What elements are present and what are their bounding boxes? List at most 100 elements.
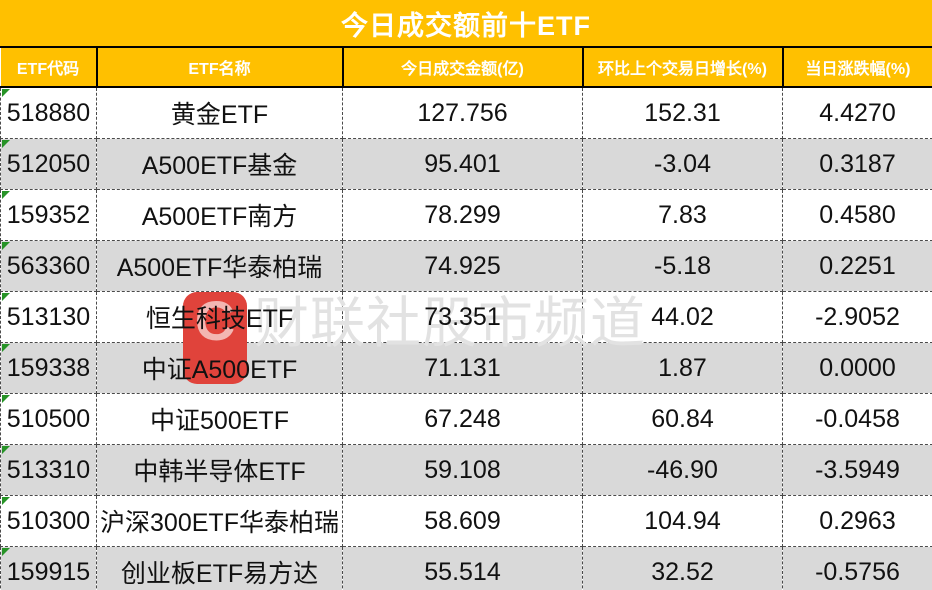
etf-code: 510300	[6, 506, 91, 535]
growth-cell: -3.04	[582, 138, 783, 190]
etf-name-cell: A500ETF华泰柏瑞	[96, 240, 343, 292]
turnover-value: 73.351	[424, 302, 501, 331]
etf-name: 沪深300ETF华泰柏瑞	[100, 509, 339, 537]
growth-cell: 32.52	[582, 546, 783, 590]
growth-value: 1.87	[658, 353, 707, 382]
etf-code-cell: 512050	[0, 138, 97, 190]
growth-cell: 104.94	[582, 495, 783, 547]
table-row: 159352 A500ETF南方 78.299 7.83 0.4580	[0, 189, 932, 241]
growth-value: -46.90	[647, 455, 718, 484]
turnover-value: 55.514	[424, 557, 501, 586]
cailian-press-logo-icon: C	[183, 292, 247, 384]
etf-code-cell: 510500	[0, 393, 97, 445]
etf-name-cell: A500ETF基金	[96, 138, 343, 190]
growth-cell: -5.18	[582, 240, 783, 292]
change-value: 0.2963	[819, 506, 896, 535]
table-row: 510500 中证500ETF 67.248 60.84 -0.0458	[0, 393, 932, 445]
growth-value: -3.04	[654, 149, 711, 178]
change-cell: -3.5949	[782, 444, 932, 496]
col-header-turnover: 今日成交金额(亿)	[341, 48, 583, 88]
table-row: 563360 A500ETF华泰柏瑞 74.925 -5.18 0.2251	[0, 240, 932, 292]
change-cell: 0.2251	[782, 240, 932, 292]
col-header-growth: 环比上个交易日增长(%)	[581, 48, 783, 88]
turnover-value: 127.756	[417, 98, 508, 127]
growth-cell: 7.83	[582, 189, 783, 241]
table-row: 518880 黄金ETF 127.756 152.31 4.4270	[0, 86, 932, 139]
table-row: 510300 沪深300ETF华泰柏瑞 58.609 104.94 0.2963	[0, 495, 932, 547]
growth-cell: -46.90	[582, 444, 783, 496]
etf-code-cell: 159338	[0, 342, 97, 394]
growth-value: 32.52	[651, 557, 714, 586]
etf-name: 中证A500ETF	[141, 356, 298, 384]
table-row: 159915 创业板ETF易方达 55.514 32.52 -0.5756	[0, 546, 932, 590]
table-row: 159338 中证A500ETF 71.131 1.87 0.0000	[0, 342, 932, 394]
etf-code: 510500	[6, 404, 91, 433]
etf-name: A500ETF基金	[141, 152, 298, 180]
etf-code: 513130	[6, 302, 91, 331]
etf-table: ETF代码 ETF名称 今日成交金额(亿) 环比上个交易日增长(%) 当日涨跌幅…	[0, 48, 932, 590]
col-header-etf-name: ETF名称	[95, 48, 343, 88]
etf-code: 518880	[6, 98, 91, 127]
page-title: 今日成交额前十ETF	[0, 0, 932, 48]
growth-cell: 44.02	[582, 291, 783, 343]
change-value: -0.5756	[815, 557, 900, 586]
etf-code: 512050	[6, 149, 91, 178]
change-cell: -0.5756	[782, 546, 932, 590]
etf-code-cell: 513310	[0, 444, 97, 496]
growth-cell: 1.87	[582, 342, 783, 394]
etf-code-cell: 159352	[0, 189, 97, 241]
turnover-cell: 74.925	[342, 240, 583, 292]
turnover-cell: 58.609	[342, 495, 583, 547]
table-row: 512050 A500ETF基金 95.401 -3.04 0.3187	[0, 138, 932, 190]
etf-name: 中韩半导体ETF	[133, 458, 306, 486]
turnover-cell: 55.514	[342, 546, 583, 590]
growth-cell: 60.84	[582, 393, 783, 445]
etf-name-cell: A500ETF南方	[96, 189, 343, 241]
turnover-value: 59.108	[424, 455, 501, 484]
change-value: 0.0000	[819, 353, 896, 382]
logo-letter: C	[194, 289, 236, 352]
turnover-cell: 67.248	[342, 393, 583, 445]
change-value: -2.9052	[815, 302, 900, 331]
change-value: -0.0458	[815, 404, 900, 433]
etf-name: 创业板ETF易方达	[120, 560, 319, 588]
etf-name-cell: 创业板ETF易方达	[96, 546, 343, 590]
etf-name-cell: 中韩半导体ETF	[96, 444, 343, 496]
etf-code: 159915	[6, 557, 91, 586]
etf-name-cell: 沪深300ETF华泰柏瑞	[96, 495, 343, 547]
change-cell: -0.0458	[782, 393, 932, 445]
turnover-cell: 59.108	[342, 444, 583, 496]
etf-code-cell: 563360	[0, 240, 97, 292]
change-value: -3.5949	[815, 455, 900, 484]
growth-value: 7.83	[658, 200, 707, 229]
turnover-value: 71.131	[424, 353, 501, 382]
etf-code: 159338	[6, 353, 91, 382]
etf-code-cell: 510300	[0, 495, 97, 547]
watermark-text: 财联社股市频道	[254, 292, 647, 354]
etf-name-cell: 中证500ETF	[96, 393, 343, 445]
etf-code: 159352	[6, 200, 91, 229]
etf-name: 恒生科技ETF	[145, 305, 294, 333]
growth-value: -5.18	[654, 251, 711, 280]
etf-name: A500ETF华泰柏瑞	[116, 254, 323, 282]
etf-name-cell: 黄金ETF	[96, 86, 343, 139]
growth-cell: 152.31	[582, 86, 783, 139]
turnover-cell: 78.299	[342, 189, 583, 241]
col-header-change: 当日涨跌幅(%)	[781, 48, 932, 88]
etf-code-cell: 518880	[0, 86, 97, 139]
change-cell: 4.4270	[782, 86, 932, 139]
etf-name: 中证500ETF	[150, 407, 289, 435]
growth-value: 60.84	[651, 404, 714, 433]
turnover-cell: 127.756	[342, 86, 583, 139]
etf-code-cell: 159915	[0, 546, 97, 590]
col-header-etf-code: ETF代码	[0, 48, 97, 88]
etf-name: 黄金ETF	[170, 101, 269, 129]
change-value: 4.4270	[819, 98, 896, 127]
etf-code: 563360	[6, 251, 91, 280]
header-row: ETF代码 ETF名称 今日成交金额(亿) 环比上个交易日增长(%) 当日涨跌幅…	[0, 48, 932, 88]
growth-value: 152.31	[644, 98, 721, 127]
turnover-value: 78.299	[424, 200, 501, 229]
table-row: 513310 中韩半导体ETF 59.108 -46.90 -3.5949	[0, 444, 932, 496]
etf-name: A500ETF南方	[141, 203, 298, 231]
